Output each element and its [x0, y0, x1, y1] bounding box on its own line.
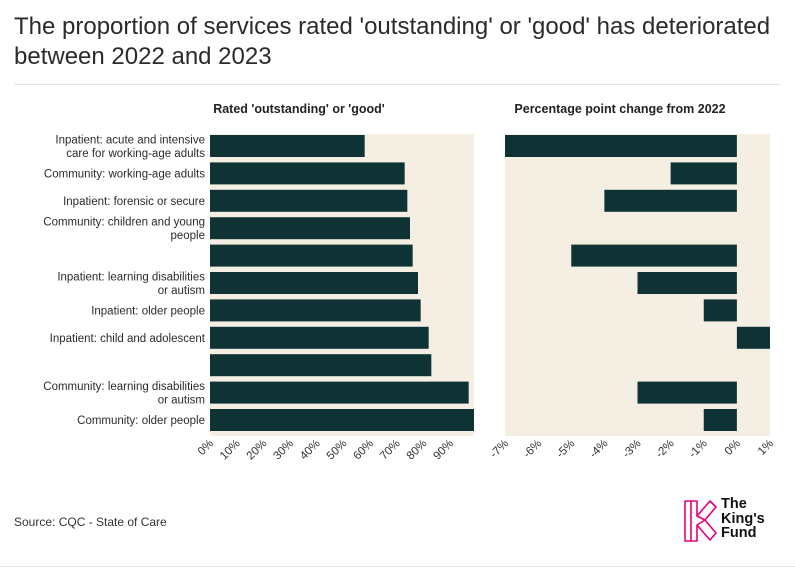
kings-fund-logo-icon: [684, 500, 717, 542]
left-axis-tick-label: 90%: [431, 438, 456, 463]
category-label: Inpatient: learning disabilities or autis…: [57, 271, 205, 297]
right-axis-tick-label: 1%: [756, 438, 776, 458]
left-axis-tick-label: 30%: [271, 438, 296, 463]
category-label: Community: children and young people: [43, 216, 205, 242]
change-bar: [571, 244, 737, 267]
logo-text-line3: Fund: [721, 525, 757, 541]
category-label: Inpatient: forensic or secure: [63, 196, 205, 208]
left-bar: [210, 299, 421, 322]
right-axis-tick-label: -4%: [588, 438, 611, 461]
left-axis-tick-label: 10%: [218, 438, 243, 463]
right-axis-tick-label: 0%: [723, 438, 743, 458]
category-label: Community: working-age adults: [44, 168, 205, 180]
change-bar: [703, 409, 737, 431]
change-bar: [736, 326, 770, 349]
left-axis-tick-label: 60%: [351, 438, 376, 463]
left-bar: [210, 135, 365, 157]
right-axis-tick-label: -2%: [654, 438, 677, 461]
left-bar: [210, 244, 413, 267]
change-bar: [670, 162, 737, 185]
category-label: Inpatient: acute and intensive care for w…: [55, 134, 205, 160]
left-bar: [210, 409, 474, 431]
change-bar: [604, 189, 737, 212]
category-label: Community: learning disabilities or autis…: [43, 381, 205, 407]
change-bar: [637, 272, 737, 294]
right-axis-tick-label: -5%: [554, 438, 577, 461]
left-bar: [210, 217, 410, 240]
category-label: Inpatient: child and adolescent: [50, 333, 206, 345]
right-axis-tick-label: -1%: [687, 438, 710, 461]
kings-fund-logo: The King's Fund: [683, 497, 783, 545]
left-axis-tick-label: 40%: [298, 438, 323, 463]
left-bar: [210, 162, 405, 185]
logo-text-line1: The: [721, 496, 747, 512]
left-axis-tick-label: 80%: [405, 438, 430, 463]
left-axis-tick-label: 0%: [196, 438, 216, 458]
chart-title: The proportion of services rated 'outsta…: [14, 13, 771, 70]
left-bar: [210, 354, 432, 377]
chart-area: Rated 'outstanding' or 'good' Percentage…: [43, 102, 776, 463]
change-bar: [505, 135, 737, 157]
left-bar: [210, 189, 408, 212]
left-axis-tick-label: 50%: [325, 438, 350, 463]
right-axis-tick-label: -3%: [621, 438, 644, 461]
change-bar: [637, 381, 737, 404]
category-label: Inpatient: older people: [91, 305, 205, 317]
source-note: Source: CQC - State of Care: [14, 515, 167, 529]
category-label: Community: older people: [77, 415, 205, 427]
logo-text-line2: King's: [721, 510, 765, 527]
left-bar: [210, 272, 418, 294]
title-divider: [14, 84, 781, 85]
bottom-divider: [0, 566, 795, 567]
change-bar: [703, 299, 737, 322]
left-panel-title: Rated 'outstanding' or 'good': [213, 102, 385, 116]
right-axis-tick-label: -7%: [488, 438, 511, 461]
left-bar: [210, 326, 429, 349]
right-panel-title: Percentage point change from 2022: [514, 102, 725, 116]
left-bar: [210, 381, 469, 404]
right-axis-tick-label: -6%: [521, 438, 544, 461]
left-axis-tick-label: 70%: [378, 438, 403, 463]
left-axis-tick-label: 20%: [245, 438, 270, 463]
